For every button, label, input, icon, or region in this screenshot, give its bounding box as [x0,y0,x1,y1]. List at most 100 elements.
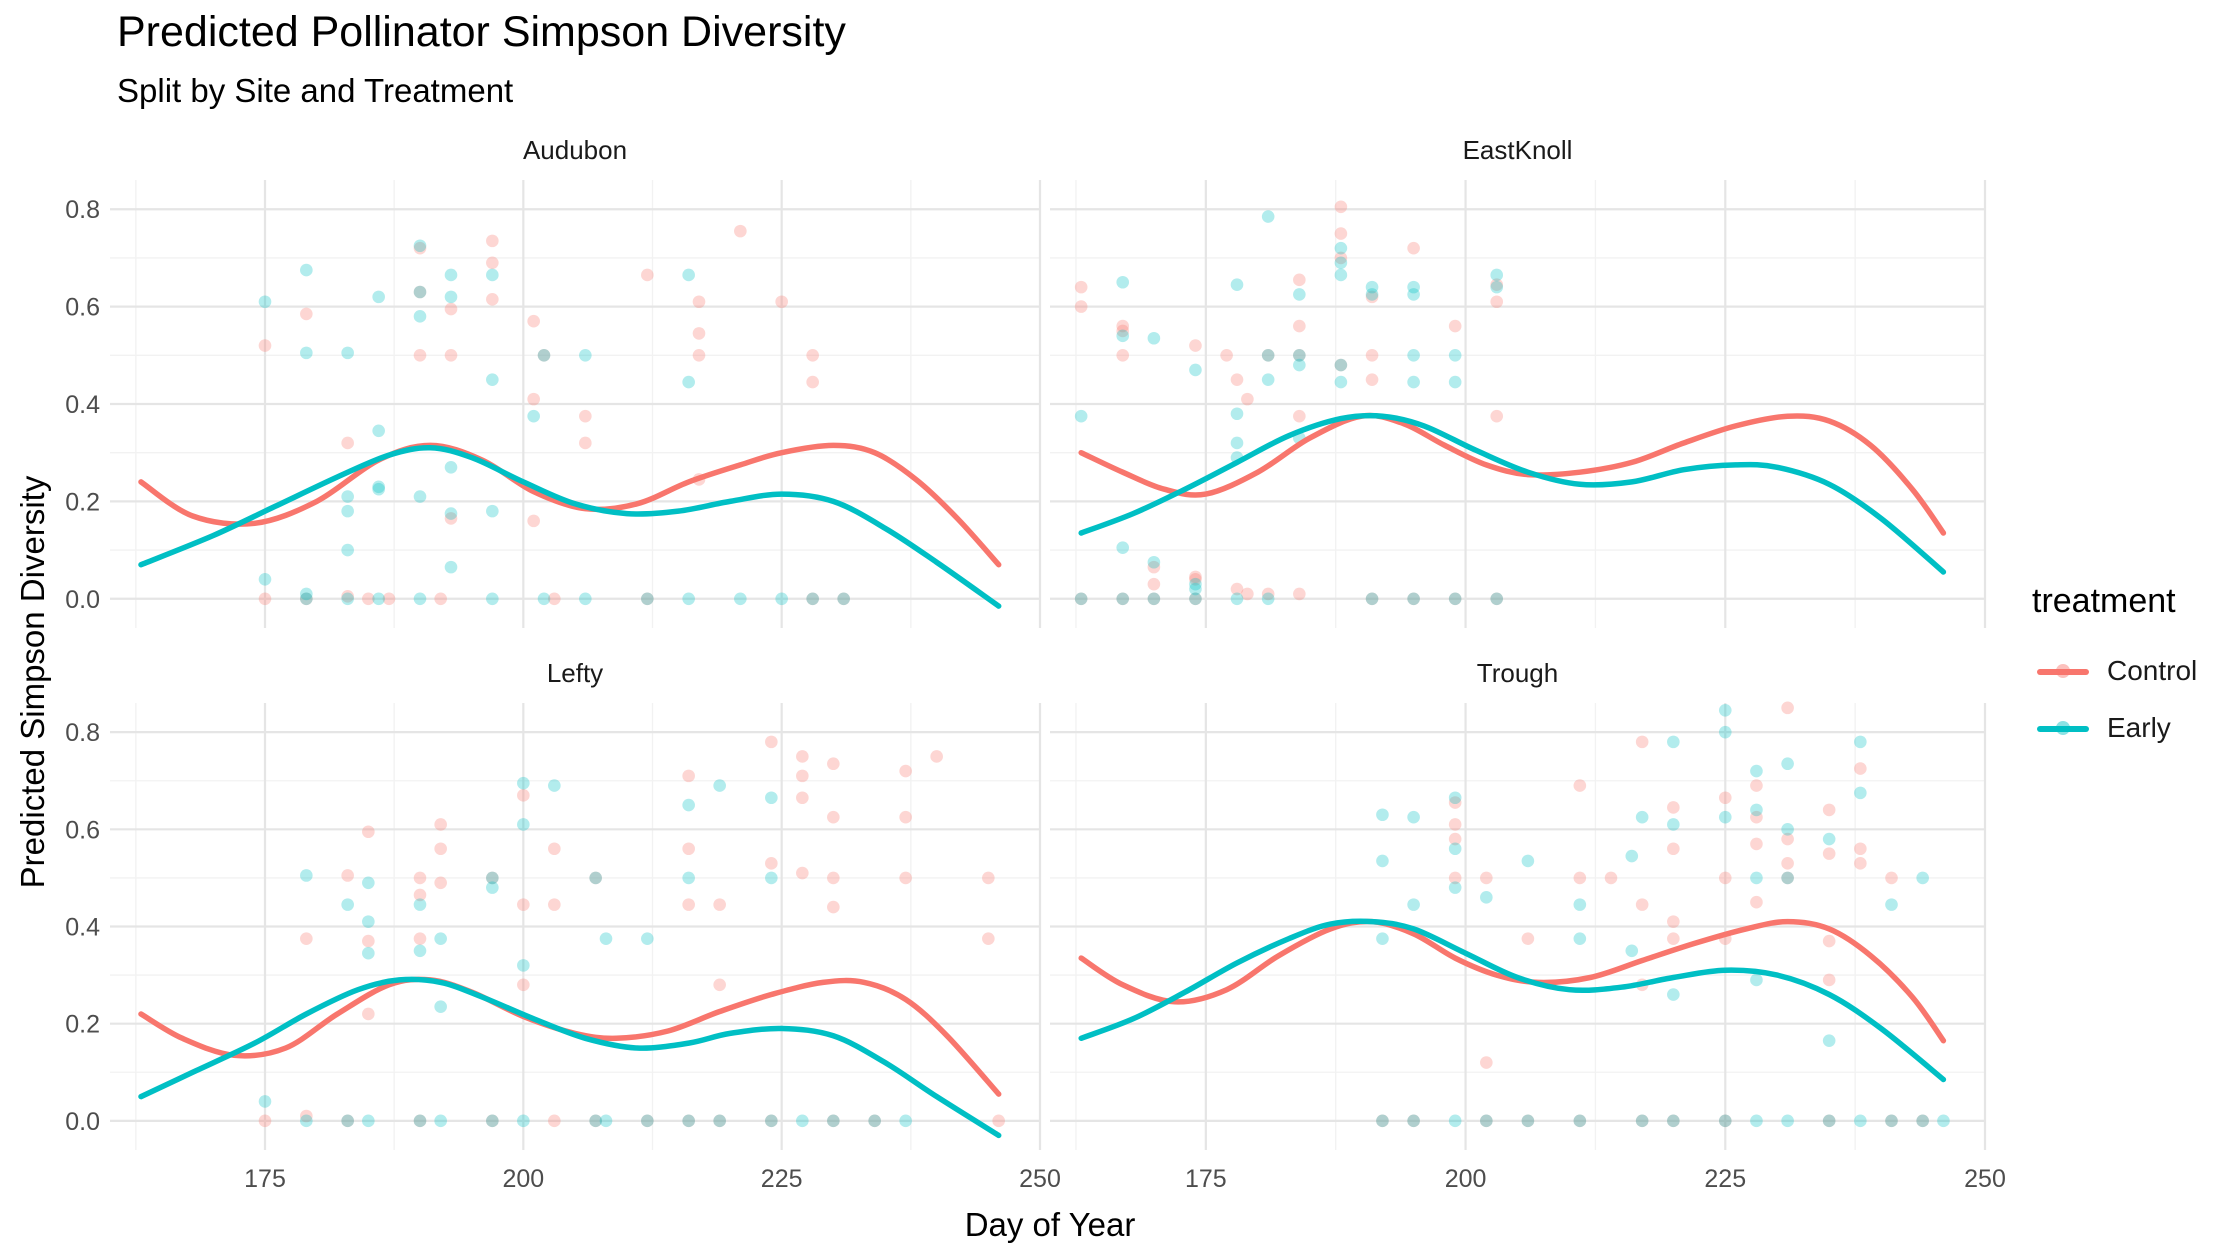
data-point-early [341,490,354,503]
data-point-early [765,1114,778,1128]
data-point-control [641,592,654,606]
smooth-line-early-trough [1078,918,1947,1083]
data-point-early [362,946,375,960]
data-point-early [1334,268,1348,282]
data-point-early [837,592,850,606]
data-point-early [300,346,313,360]
data-point-early [517,959,530,972]
data-point-early [1885,1114,1898,1128]
data-point-control [1448,818,1462,831]
data-point-control [1220,349,1233,362]
data-point-control [765,735,778,749]
data-point-early [734,592,747,606]
data-point-early [682,798,695,812]
data-point-early [599,1114,613,1128]
data-point-control [1490,278,1504,291]
data-point-control [682,842,695,856]
data-point-early [362,876,375,890]
legend-swatch-early [2035,708,2091,748]
data-point-early [1573,1114,1587,1128]
data-point-early [1937,1114,1950,1128]
data-point-control [1781,701,1794,715]
data-point-early [1116,275,1130,289]
x-tick-label: 225 [761,1165,803,1193]
data-point-early [1573,932,1587,945]
data-point-control [1448,319,1462,333]
data-point-control [517,978,530,992]
y-tick-label: 0.2 [65,1011,100,1039]
data-point-early [1750,764,1763,778]
data-point-early [1407,288,1420,301]
data-point-control [548,592,561,606]
data-point-control [1781,832,1794,846]
data-point-control [1573,779,1587,792]
data-point-early [413,898,427,911]
data-point-early [1667,1114,1680,1128]
data-point-control [527,314,540,328]
data-point-early [517,818,530,831]
data-point-early [1147,592,1161,606]
data-point-control [300,592,313,606]
data-point-control [1407,241,1420,255]
data-point-early [1116,329,1130,343]
data-point-early [1750,871,1763,885]
y-tick-label: 0.0 [65,1108,100,1136]
data-point-early [682,375,695,389]
data-point-early [300,263,313,277]
legend-item-control: Control [2035,651,2197,691]
data-point-control [434,842,447,856]
data-point-control [1407,592,1420,606]
data-point-control [734,224,747,238]
data-point-early [599,932,613,945]
data-point-early [1448,791,1462,805]
data-point-early [1189,582,1202,596]
data-point-early [1407,349,1420,362]
data-point-control [258,339,272,352]
legend-label-early: Early [2107,712,2171,743]
data-point-control [1261,587,1275,601]
data-point-early [1854,735,1867,749]
y-tick-label: 0.6 [65,816,100,844]
data-point-control [1667,1114,1680,1128]
data-point-control [341,590,354,603]
data-point-early [1116,541,1130,554]
data-point-early [444,560,458,574]
data-point-control [796,791,809,805]
x-tick-label: 175 [244,1165,286,1193]
data-point-early [413,239,427,253]
data-point-early [1407,810,1420,824]
data-point-early [486,373,499,386]
data-point-control [362,592,375,606]
data-point-control [1916,1114,1929,1128]
data-point-control [1854,762,1867,775]
data-point-early [444,507,458,520]
data-point-control [1116,592,1130,606]
legend-swatch-control [2035,651,2091,691]
data-point-early [434,932,447,945]
data-point-early [1490,268,1504,282]
data-point-control [579,409,592,423]
data-point-early [1750,803,1763,817]
data-point-early [372,480,385,494]
data-point-control [1365,290,1379,304]
data-point-control [1854,842,1867,856]
data-point-control [1885,1114,1898,1128]
data-point-control [486,1114,499,1128]
data-point-early [517,776,530,790]
data-point-control [362,1007,375,1021]
facet-label-trough: Trough [1477,658,1558,688]
data-point-control [827,1114,840,1128]
data-point-control [827,871,840,885]
data-point-early [1407,1114,1420,1128]
data-point-early [517,1114,530,1128]
data-point-control [899,810,912,824]
data-point-control [486,234,499,248]
data-point-control [1781,871,1794,885]
data-point-early [300,587,313,601]
data-point-early [300,1114,313,1128]
data-point-early [434,1000,447,1013]
data-point-control [517,898,530,911]
data-point-control [1635,1114,1649,1128]
data-point-control [1293,409,1306,423]
